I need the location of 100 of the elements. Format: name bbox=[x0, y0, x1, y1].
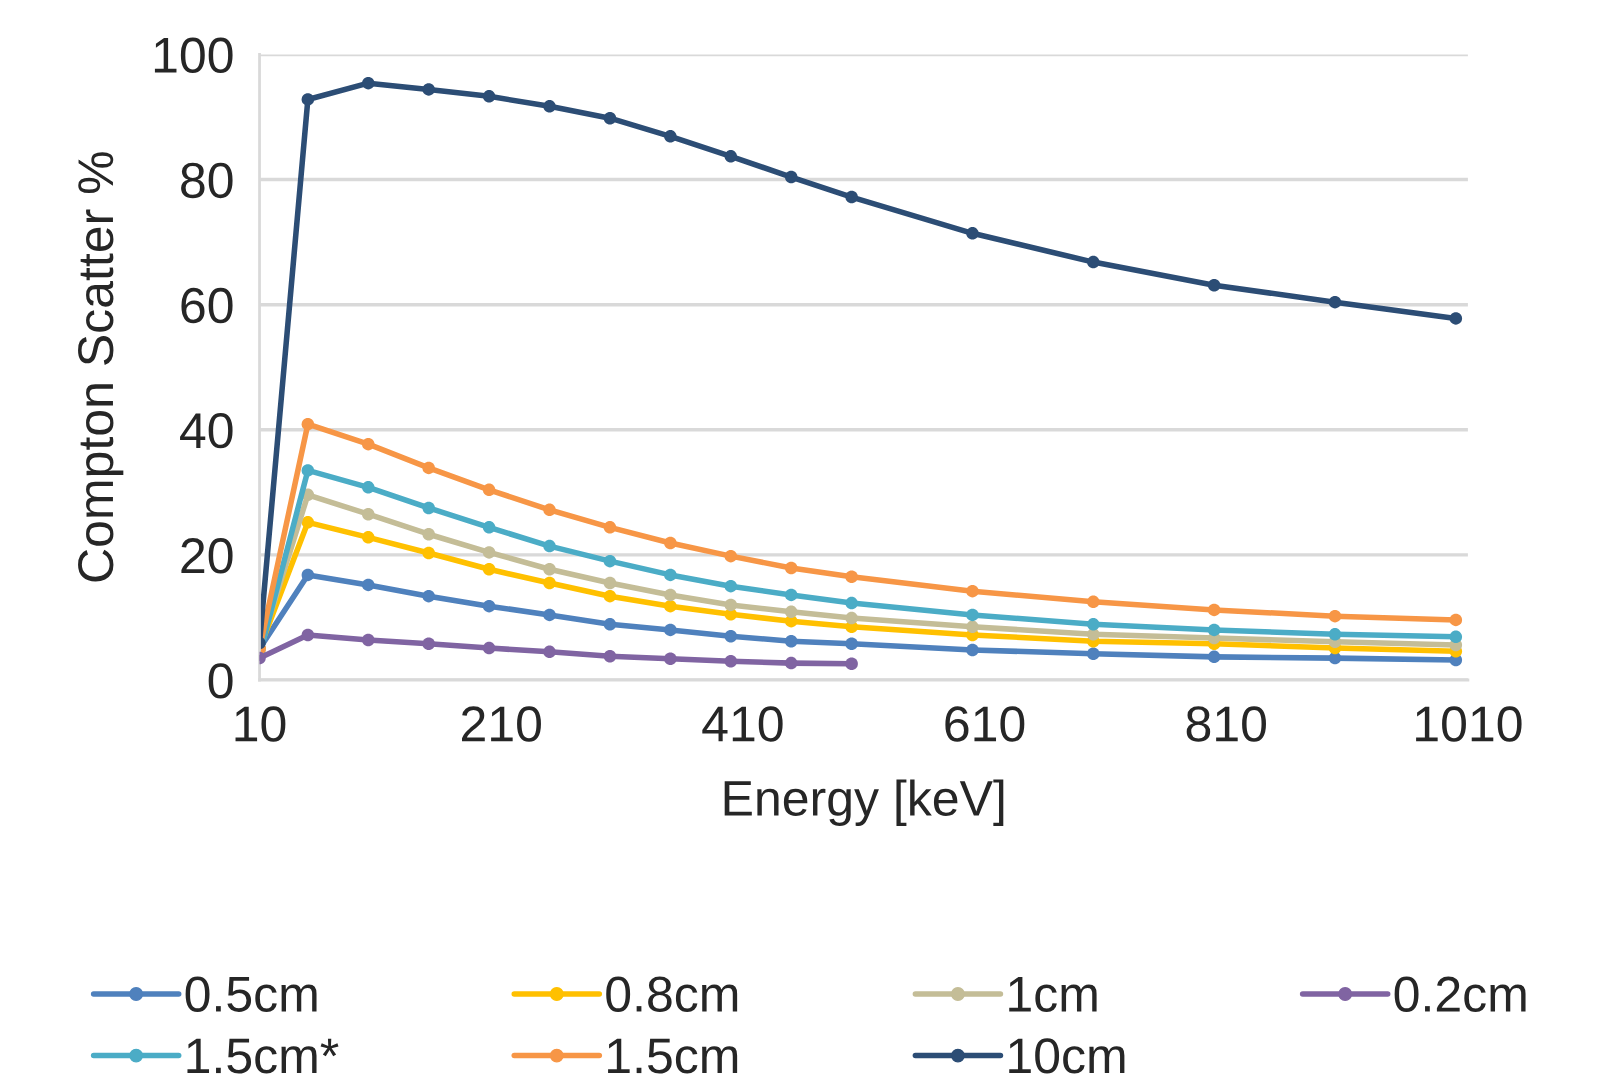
point bbox=[482, 563, 496, 576]
point bbox=[784, 170, 798, 184]
point bbox=[724, 150, 738, 163]
point bbox=[603, 576, 617, 590]
point bbox=[301, 464, 315, 477]
point bbox=[664, 568, 677, 582]
point bbox=[724, 549, 738, 563]
point bbox=[664, 623, 677, 637]
legend-label: 1.5cm bbox=[608, 1038, 738, 1074]
point bbox=[966, 620, 979, 634]
x-tick-label: 1010 bbox=[1416, 706, 1522, 742]
point bbox=[784, 656, 798, 670]
point bbox=[1207, 279, 1221, 292]
point bbox=[966, 227, 979, 240]
point bbox=[482, 90, 496, 103]
x-tick-label: 810 bbox=[1186, 706, 1266, 742]
point bbox=[724, 629, 738, 643]
point bbox=[966, 643, 979, 657]
point bbox=[603, 589, 617, 603]
point bbox=[422, 637, 435, 650]
point bbox=[482, 521, 496, 534]
point bbox=[301, 516, 315, 529]
point bbox=[845, 637, 858, 650]
x-tick-label: 410 bbox=[702, 706, 783, 742]
point bbox=[362, 633, 375, 647]
point bbox=[301, 568, 315, 582]
point bbox=[784, 588, 798, 602]
point bbox=[664, 130, 677, 143]
point bbox=[1207, 623, 1221, 637]
point bbox=[1449, 613, 1463, 627]
point bbox=[543, 100, 556, 113]
point bbox=[784, 605, 798, 619]
point bbox=[664, 652, 677, 665]
point bbox=[724, 654, 738, 668]
point bbox=[845, 596, 858, 610]
point bbox=[724, 579, 738, 593]
point bbox=[362, 481, 375, 494]
y-tick-label: 20 bbox=[181, 538, 233, 574]
point bbox=[664, 536, 677, 550]
point bbox=[301, 93, 315, 106]
point bbox=[1087, 595, 1100, 609]
point bbox=[603, 111, 617, 125]
point bbox=[543, 576, 556, 590]
point bbox=[301, 628, 315, 642]
point bbox=[422, 527, 435, 541]
point bbox=[1087, 647, 1100, 660]
point bbox=[543, 645, 556, 659]
point bbox=[784, 561, 798, 575]
point bbox=[422, 501, 435, 515]
y-tick-label: 100 bbox=[154, 37, 233, 74]
point bbox=[1207, 650, 1221, 664]
point bbox=[482, 641, 496, 655]
point bbox=[724, 598, 738, 612]
point bbox=[603, 649, 617, 663]
point bbox=[422, 461, 435, 475]
y-tick-label: 60 bbox=[181, 287, 233, 324]
x-tick-label: 210 bbox=[462, 706, 541, 742]
point bbox=[1328, 295, 1342, 309]
point bbox=[966, 608, 979, 622]
point bbox=[845, 570, 858, 584]
point bbox=[543, 563, 556, 576]
point bbox=[362, 76, 375, 90]
point bbox=[1207, 603, 1221, 617]
point bbox=[784, 634, 798, 648]
point bbox=[845, 611, 858, 625]
x-axis-title: Energy [keV] bbox=[724, 779, 1004, 826]
point bbox=[664, 588, 677, 602]
point bbox=[482, 599, 496, 613]
legend-label: 0.8cm bbox=[606, 976, 738, 1012]
point bbox=[966, 584, 979, 598]
x-tick-label: 10 bbox=[235, 706, 286, 742]
point bbox=[543, 539, 556, 553]
point bbox=[1449, 630, 1463, 644]
y-axis-title: Compton Scatter % bbox=[78, 152, 124, 582]
point bbox=[543, 503, 556, 517]
point bbox=[1449, 312, 1463, 325]
legend-label: 10cm bbox=[1009, 1038, 1125, 1074]
legend-label: 0.2cm bbox=[1394, 976, 1526, 1012]
point bbox=[482, 483, 496, 497]
point bbox=[482, 546, 496, 559]
point bbox=[362, 578, 375, 592]
point bbox=[543, 608, 556, 622]
point bbox=[845, 657, 858, 670]
point bbox=[362, 507, 375, 521]
point bbox=[1328, 628, 1342, 641]
point bbox=[422, 589, 435, 603]
y-tick-label: 40 bbox=[180, 412, 233, 449]
y-tick-label: 80 bbox=[181, 162, 233, 199]
y-tick-label: 0 bbox=[208, 663, 233, 699]
point bbox=[845, 190, 858, 204]
point bbox=[1087, 618, 1100, 631]
point bbox=[1087, 255, 1100, 269]
point bbox=[422, 83, 435, 96]
point bbox=[1328, 609, 1342, 623]
point bbox=[664, 599, 677, 613]
legend-label: 0.5cm bbox=[185, 976, 317, 1012]
point bbox=[603, 618, 617, 631]
point bbox=[362, 437, 375, 451]
legend-label: 1.5cm* bbox=[187, 1038, 339, 1074]
point bbox=[422, 546, 435, 560]
